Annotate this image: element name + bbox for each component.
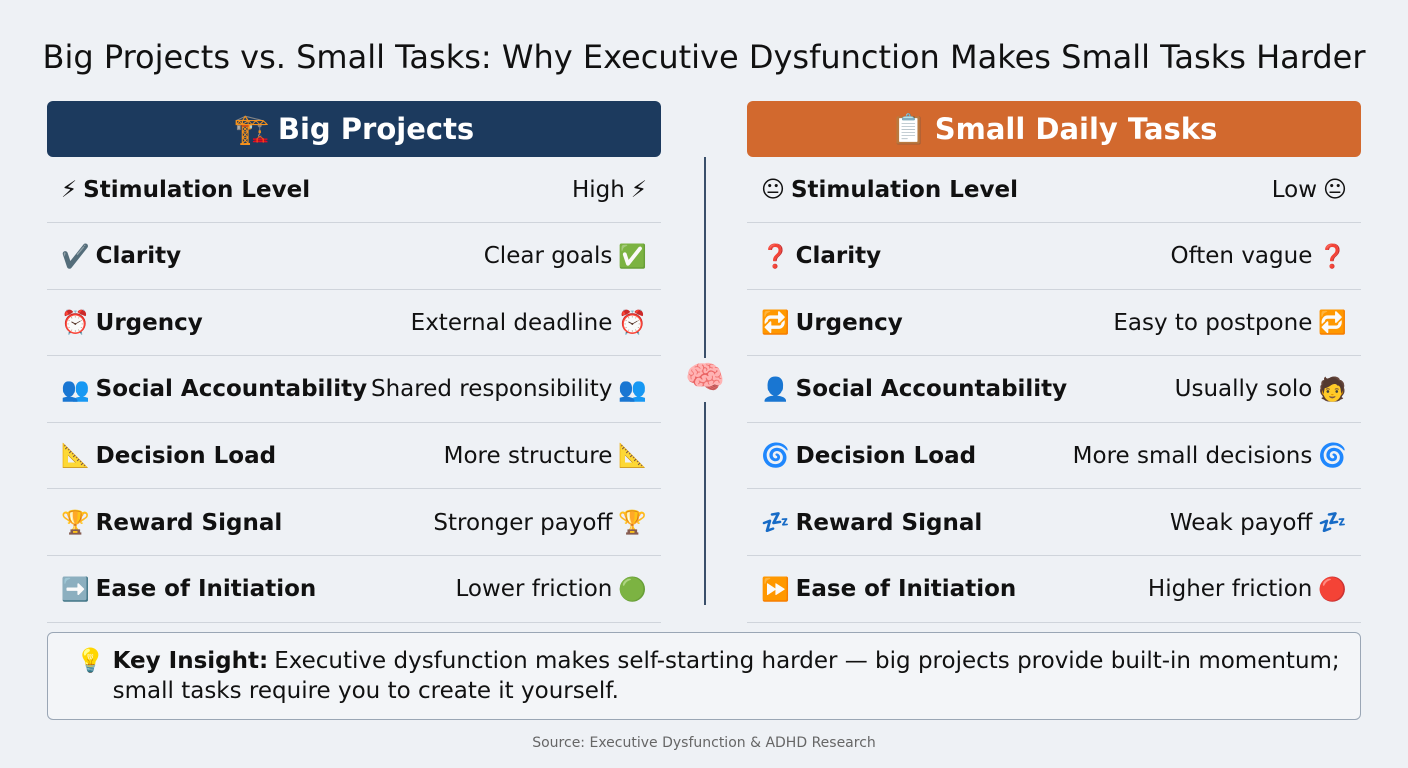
row-icon: 🌀	[761, 443, 790, 470]
row-value-icon: 🏆	[618, 510, 647, 536]
comparison-row: ⏰ Urgency External deadline ⏰	[47, 290, 661, 357]
row-value-icon: 👥	[618, 376, 647, 403]
comparison-row: 👤 Social Accountability Usually solo 🧑	[747, 357, 1361, 423]
row-value: Stronger payoff	[433, 509, 613, 536]
row-value-icon: 🌀	[1318, 443, 1347, 470]
comparison-row: ✔️ Clarity Clear goals ✅	[47, 224, 661, 290]
comparison-row: 🔁 Urgency Easy to postpone 🔁	[747, 290, 1361, 357]
row-value-icon: ⚡	[630, 176, 647, 203]
comparison-row: 🌀 Decision Load More small decisions 🌀	[747, 423, 1361, 490]
row-label: Reward Signal	[95, 509, 283, 536]
row-icon: ⚡	[61, 176, 78, 203]
comparison-row: ➡️ Ease of Initiation Lower friction 🟢	[47, 557, 661, 623]
header-title: Big Projects	[277, 112, 475, 146]
row-value-icon: 🟢	[618, 576, 647, 603]
row-value: More structure	[443, 442, 613, 469]
row-icon: 💤	[761, 510, 790, 536]
row-value-icon: 🔁	[1318, 310, 1347, 337]
row-value: Lower friction	[455, 576, 613, 603]
comparison-row: 😐 Stimulation Level Low 😐	[747, 157, 1361, 223]
row-value: More small decisions	[1072, 442, 1313, 469]
row-label: Social Accountability	[795, 376, 1068, 403]
row-value: Weak payoff	[1169, 509, 1313, 536]
row-value-icon: 🔴	[1318, 576, 1347, 603]
comparison-row: 📐 Decision Load More structure 📐	[47, 423, 661, 490]
row-value-icon: 💤	[1318, 510, 1347, 536]
row-label: Stimulation Level	[790, 176, 1018, 203]
column-header: 🏗️ Big Projects	[47, 101, 661, 157]
comparison-row: ❓ Clarity Often vague ❓	[747, 224, 1361, 290]
comparison-row: 🏆 Reward Signal Stronger payoff 🏆	[47, 490, 661, 556]
row-label: Urgency	[795, 309, 903, 336]
row-label: Decision Load	[95, 442, 277, 469]
row-label: Clarity	[795, 243, 882, 270]
row-value: Shared responsibility	[370, 376, 613, 403]
row-label: Decision Load	[795, 442, 977, 469]
row-value: High	[571, 176, 625, 203]
row-icon: ⏩	[761, 576, 790, 603]
row-icon: ➡️	[61, 576, 90, 603]
row-value: Often vague	[1170, 243, 1313, 270]
header-title: Small Daily Tasks	[934, 112, 1218, 146]
header-icon: 🏗️	[233, 111, 270, 146]
row-value: Higher friction	[1147, 576, 1313, 603]
row-icon: 📐	[61, 443, 90, 470]
row-value-icon: 📐	[618, 443, 647, 470]
row-icon: 👥	[61, 376, 90, 403]
comparison-row: 💤 Reward Signal Weak payoff 💤	[747, 490, 1361, 556]
comparison-row: 👥 Social Accountability Shared responsibil…	[47, 357, 661, 423]
insight-text: Executive dysfunction makes self-startin…	[112, 648, 1340, 704]
insight-body: Key Insight: Executive dysfunction makes …	[113, 646, 1340, 719]
row-icon: ⏰	[61, 310, 90, 337]
title: Big Projects vs. Small Tasks: Why Execut…	[42, 38, 1366, 76]
row-icon: 😐	[761, 176, 785, 203]
row-value: Low	[1271, 176, 1318, 203]
row-label: Stimulation Level	[83, 176, 311, 203]
row-value-icon: 😐	[1323, 176, 1347, 203]
column-header: 📋 Small Daily Tasks	[747, 101, 1361, 157]
source: Source: Executive Dysfunction & ADHD Res…	[532, 735, 876, 751]
row-value-icon: ✅	[618, 243, 647, 270]
row-icon: 👤	[761, 376, 790, 403]
comparison-row: ⏩ Ease of Initiation Higher friction 🔴	[747, 557, 1361, 623]
row-icon: ❓	[761, 243, 790, 270]
insight-label: Key Insight:	[112, 648, 269, 674]
row-value: Usually solo	[1174, 376, 1313, 403]
row-label: Clarity	[95, 243, 182, 270]
row-icon: 🔁	[761, 310, 790, 337]
row-value: Clear goals	[483, 243, 613, 270]
row-icon: 🏆	[61, 510, 90, 536]
insight-icon: 💡	[76, 648, 105, 674]
row-value: External deadline	[410, 309, 613, 336]
header-icon: 📋	[890, 111, 927, 146]
row-value: Easy to postpone	[1113, 309, 1313, 336]
row-label: Reward Signal	[795, 509, 983, 536]
row-value-icon: ❓	[1318, 243, 1347, 270]
insight-box: 💡 Key Insight: Executive dysfunction make…	[47, 632, 1361, 720]
row-value-icon: 🧑	[1318, 376, 1347, 403]
row-label: Ease of Initiation	[795, 576, 1017, 603]
row-label: Urgency	[95, 309, 203, 336]
center-icon: 🧠	[680, 358, 730, 402]
comparison-row: ⚡ Stimulation Level High ⚡	[47, 157, 661, 223]
row-value-icon: ⏰	[618, 310, 647, 337]
row-label: Social Accountability	[95, 376, 368, 403]
row-label: Ease of Initiation	[95, 576, 317, 603]
row-icon: ✔️	[61, 243, 90, 270]
